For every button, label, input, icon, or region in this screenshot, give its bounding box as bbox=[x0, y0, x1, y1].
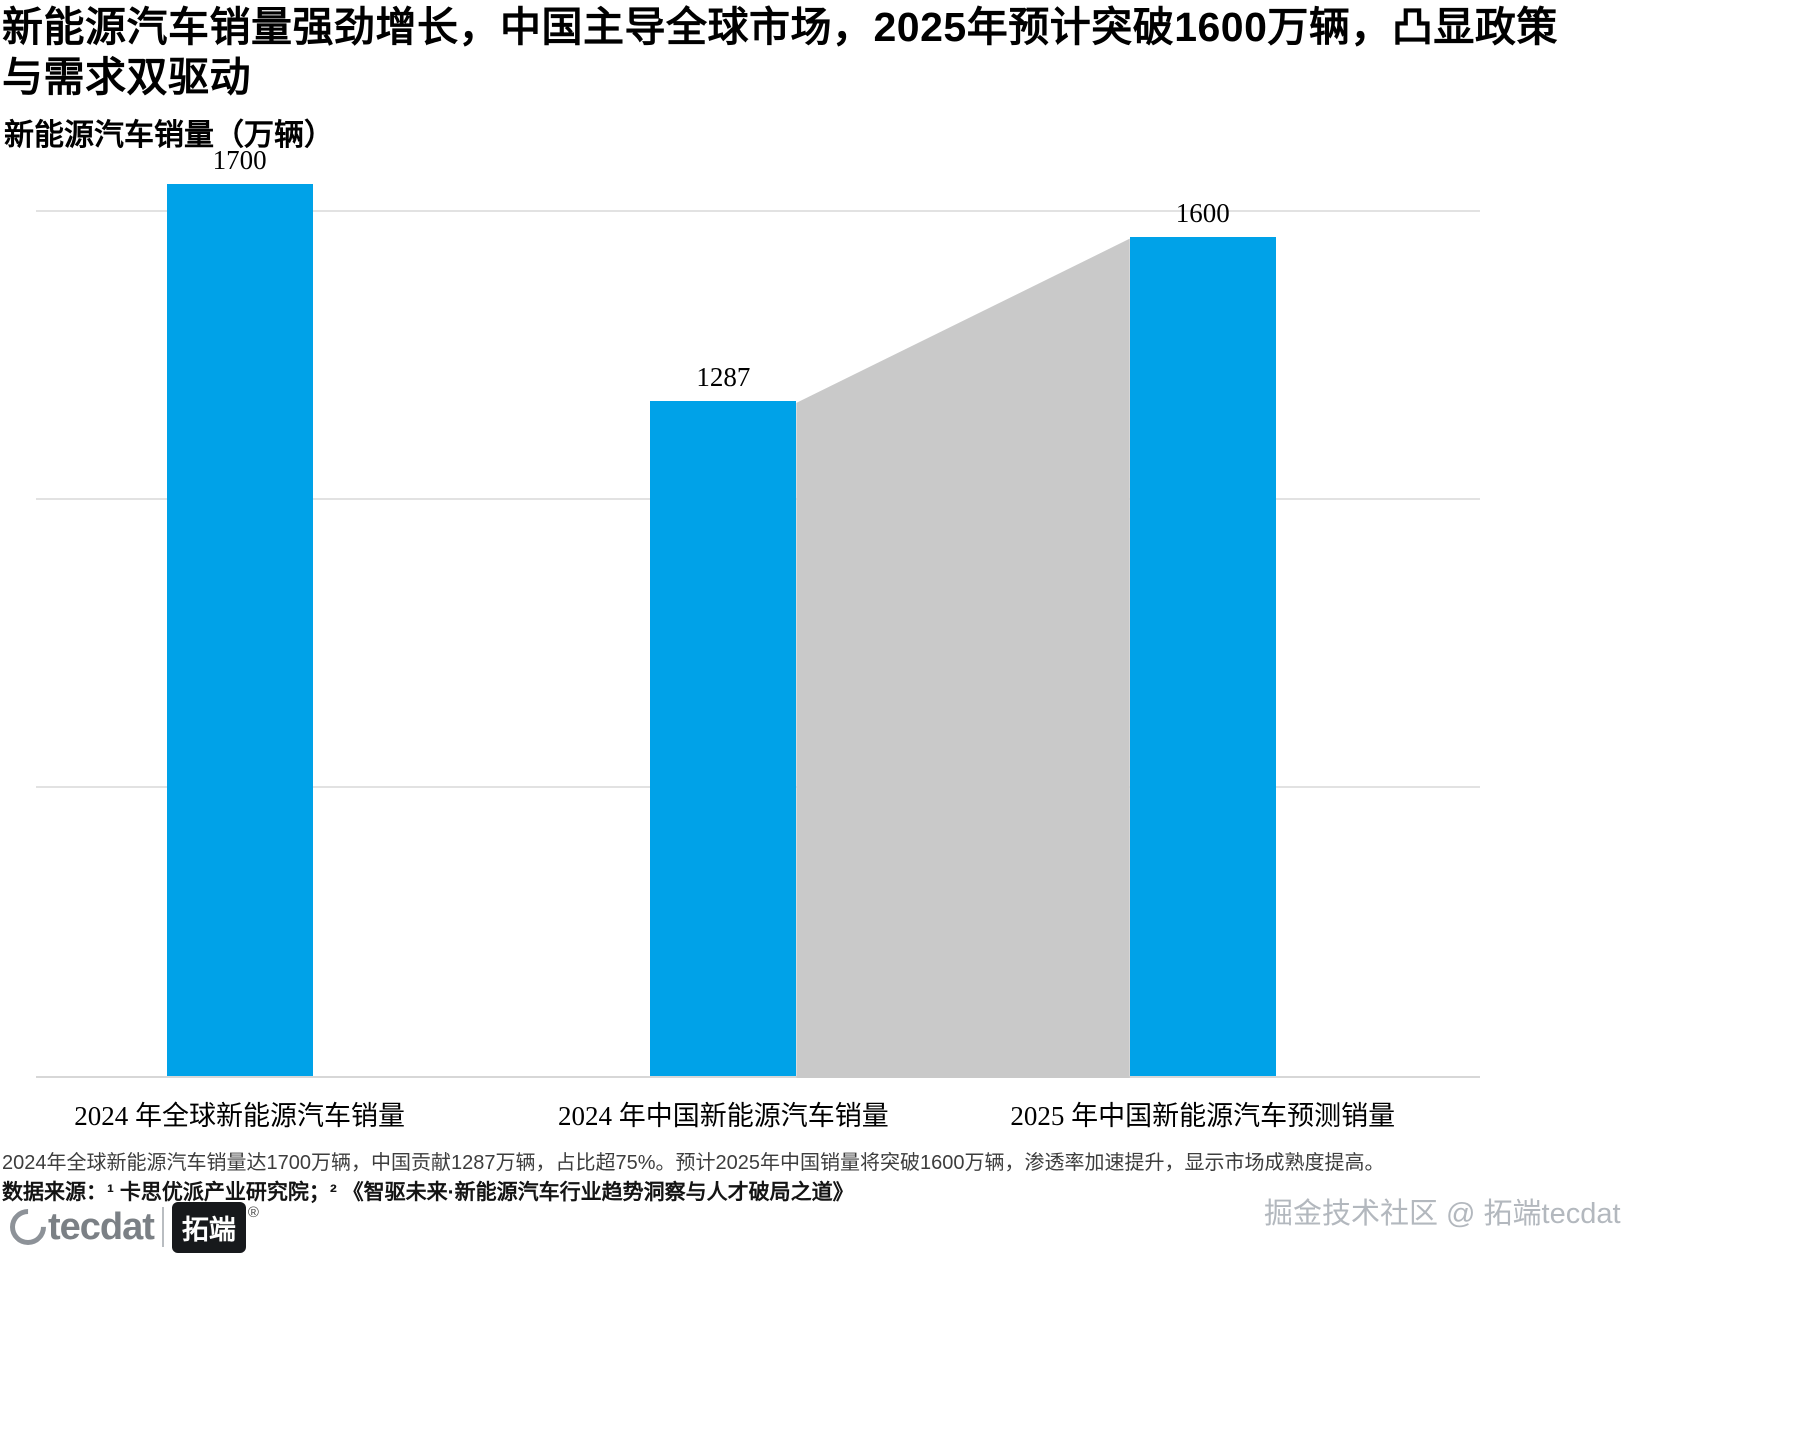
bar bbox=[1129, 236, 1276, 1076]
x-axis-label: 2024 年全球新能源汽车销量 bbox=[74, 1101, 405, 1131]
brand-badge: 拓端 bbox=[171, 1201, 246, 1253]
x-axis-labels: 2024 年全球新能源汽车销量 2024 年中国新能源汽车销量 2025 年中国新能… bbox=[36, 1094, 1480, 1138]
x-axis-label: 2025 年中国新能源汽车预测销量 bbox=[1010, 1101, 1396, 1131]
bar bbox=[166, 184, 313, 1076]
tecdat-logo-icon bbox=[2, 1201, 54, 1253]
value-label: 1287 bbox=[696, 361, 751, 392]
registered-mark: ® bbox=[247, 1204, 259, 1221]
source-text: 数据来源：¹ 卡思优派产业研究院；² 《智驱未来·新能源汽车行业趋势洞察与人才破… bbox=[2, 1181, 854, 1204]
bar bbox=[650, 400, 797, 1076]
page-title: 新能源汽车销量强劲增长，中国主导全球市场，2025年预计突破1600万辆，凸显政… bbox=[2, 4, 1558, 101]
chart-title: 新能源汽车销量（万辆） bbox=[4, 119, 334, 152]
value-label: 1700 bbox=[212, 145, 267, 176]
brand-logo: tecdat 拓端 ® bbox=[2, 1200, 259, 1254]
brand-name: tecdat bbox=[48, 1205, 155, 1248]
plot-area: 1700 1287 1600 bbox=[36, 145, 1480, 1078]
gridline bbox=[36, 210, 1480, 213]
watermark: 掘金技术社区 @ 拓端tecdat bbox=[1264, 1198, 1621, 1230]
x-axis-label: 2024 年中国新能源汽车销量 bbox=[557, 1101, 889, 1131]
summary-text: 2024年全球新能源汽车销量达1700万辆，中国贡献1287万辆，占比超75%。… bbox=[2, 1152, 1385, 1174]
brand-divider bbox=[161, 1207, 164, 1247]
growth-connector bbox=[796, 238, 1130, 1078]
value-label: 1600 bbox=[1175, 197, 1230, 228]
